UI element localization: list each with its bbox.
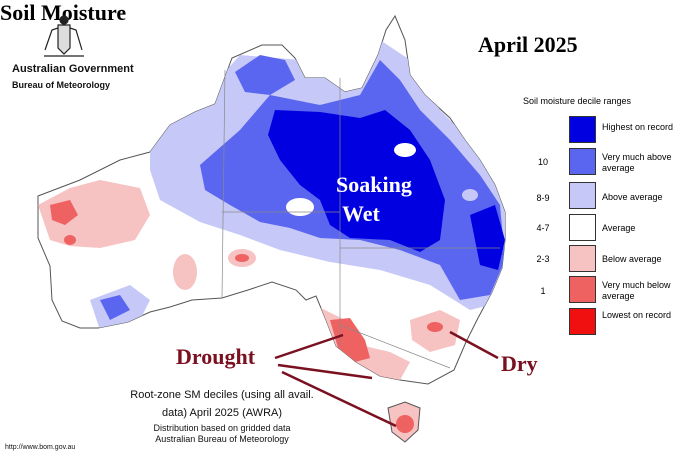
legend-range-1: 1 [540, 286, 546, 296]
legend-range-4-7: 4-7 [536, 223, 550, 233]
legend-label-below: Below average [602, 254, 662, 264]
average-patch-1 [286, 198, 314, 216]
label-wet: Wet [342, 201, 380, 226]
legend-label-very-much-below: Very much below average [602, 280, 671, 301]
label-dry: Dry [501, 351, 538, 376]
very-much-below-west-2 [64, 235, 76, 245]
legend-range-8-9: 8-9 [536, 193, 550, 203]
very-much-below-west [50, 200, 78, 225]
legend-swatch-below [569, 245, 596, 272]
arrow-drought-3 [281, 370, 397, 428]
label-soaking: Soaking [336, 172, 412, 197]
arrow-drought-1 [274, 333, 344, 360]
caption-line-3: Distribution based on gridded data [153, 423, 291, 433]
legend-label-average: Average [602, 223, 636, 233]
source-url: http://www.bom.gov.au [5, 444, 76, 451]
legend-range-2-3: 2-3 [536, 254, 550, 264]
government-name: Australian Government [12, 63, 134, 75]
below-average-west [38, 180, 150, 248]
legend-swatch-lowest [569, 308, 596, 335]
legend-range-10: 10 [537, 157, 548, 167]
very-much-above-west [100, 295, 130, 320]
tasmania-dry-core [396, 415, 414, 433]
legend-title: Soil moisture decile ranges [523, 96, 632, 106]
legend-swatch-above [569, 182, 596, 209]
coat-of-arms-icon [44, 15, 84, 57]
below-average-central-1 [173, 254, 197, 290]
caption-line-1: Root-zone SM deciles (using all avail. [130, 389, 314, 401]
very-much-above-nt [235, 55, 295, 95]
highest-on-record-east [470, 205, 505, 270]
legend-label-highest: Highest on record [602, 122, 674, 132]
caption-line-2: data) April 2025 (AWRA) [161, 407, 283, 419]
arrow-drought-2 [277, 363, 373, 380]
average-patch-3 [462, 189, 478, 201]
very-much-below-east [427, 322, 443, 332]
arrow-dry [449, 330, 499, 360]
average-patch-2 [394, 143, 416, 157]
bureau-name: Bureau of Meteorology [12, 80, 111, 90]
legend-swatch-very-much-above [569, 148, 596, 175]
legend-swatch-average [569, 214, 596, 241]
legend-label-very-much-above: Very much above average [602, 152, 672, 173]
very-much-below-central [235, 254, 249, 262]
legend-swatch-highest [569, 116, 596, 143]
border-nsw-vic [339, 324, 451, 369]
label-drought: Drought [176, 344, 256, 369]
border-wa [221, 69, 226, 299]
legend-label-lowest: Lowest on record [602, 310, 672, 320]
map-title: April 2025 [478, 32, 578, 57]
legend-swatch-very-much-below [569, 276, 596, 303]
caption-line-4: Australian Bureau of Meteorology [155, 434, 289, 444]
legend-label-above: Above average [602, 192, 663, 202]
